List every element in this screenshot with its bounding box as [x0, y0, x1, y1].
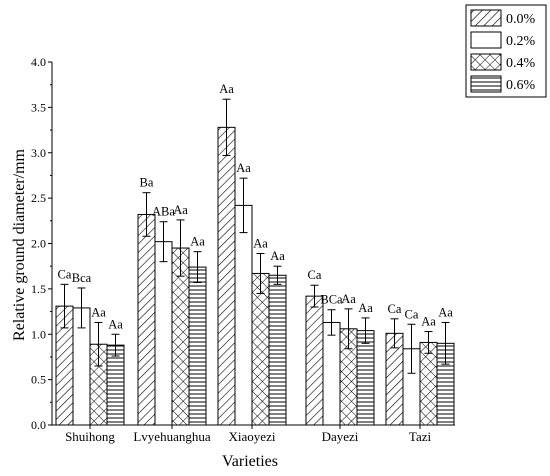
bar: [188, 266, 207, 426]
bar: [106, 344, 125, 426]
bar: [154, 241, 173, 426]
significance-label: Aa: [190, 235, 205, 249]
y-tick-label: 2.0: [31, 237, 46, 251]
bar: [234, 204, 253, 426]
legend-swatch: [470, 31, 502, 49]
bar: [356, 330, 375, 426]
y-axis-title: Relative ground diameter/mm: [11, 148, 28, 341]
significance-label: Aa: [236, 161, 251, 175]
legend-swatch: [470, 75, 502, 93]
significance-label: Aa: [219, 82, 234, 96]
significance-label: Aa: [270, 249, 285, 263]
significance-label: Ca: [388, 302, 402, 316]
significance-label: Aa: [341, 292, 356, 306]
y-tick-label: 1.0: [31, 327, 46, 341]
bar: [305, 295, 324, 426]
significance-label: ABa: [152, 205, 175, 219]
x-tick-label: Dayezi: [322, 429, 359, 444]
y-tick-label: 4.0: [31, 55, 46, 69]
legend-swatch: [470, 9, 502, 27]
y-tick-label: 2.5: [31, 191, 46, 205]
bar: [419, 341, 438, 426]
significance-label: Ba: [140, 176, 154, 190]
legend-swatch: [470, 53, 502, 71]
x-tick-label: Lvyehuanghua: [133, 429, 210, 444]
y-tick-label: 0.0: [31, 418, 46, 432]
x-tick-label: Shuihong: [65, 429, 115, 444]
legend-label: 0.2%: [506, 34, 536, 49]
significance-label: Aa: [253, 236, 268, 250]
significance-label: Aa: [358, 301, 373, 315]
significance-label: Aa: [421, 315, 436, 329]
bar: [137, 213, 156, 426]
legend-label: 0.0%: [506, 12, 536, 27]
x-tick-label: Tazi: [409, 429, 432, 444]
legend: 0.0% 0.2% 0.4% 0.6%: [465, 4, 547, 98]
y-tick-label: 3.0: [31, 146, 46, 160]
legend-label: 0.4%: [506, 56, 536, 71]
significance-label: Ca: [308, 268, 322, 282]
bar: [217, 126, 236, 426]
y-tick-label: 3.5: [31, 100, 46, 114]
significance-label: Aa: [438, 305, 453, 319]
y-tick-label: 0.5: [31, 373, 46, 387]
x-tick-label: Xiaoyezi: [229, 429, 276, 444]
significance-label: Aa: [108, 317, 123, 331]
y-tick-label: 1.5: [31, 282, 46, 296]
legend-label: 0.6%: [506, 78, 536, 93]
bar: [268, 274, 287, 426]
significance-label: Ca: [58, 267, 72, 281]
x-axis-title: Varieties: [222, 453, 278, 470]
significance-label: Bca: [72, 271, 92, 285]
significance-label: Aa: [173, 203, 188, 217]
significance-label: BCa: [320, 293, 343, 307]
significance-label: Aa: [91, 305, 106, 319]
bar: [251, 272, 270, 426]
significance-label: Ca: [405, 307, 419, 321]
bar: [322, 321, 341, 426]
